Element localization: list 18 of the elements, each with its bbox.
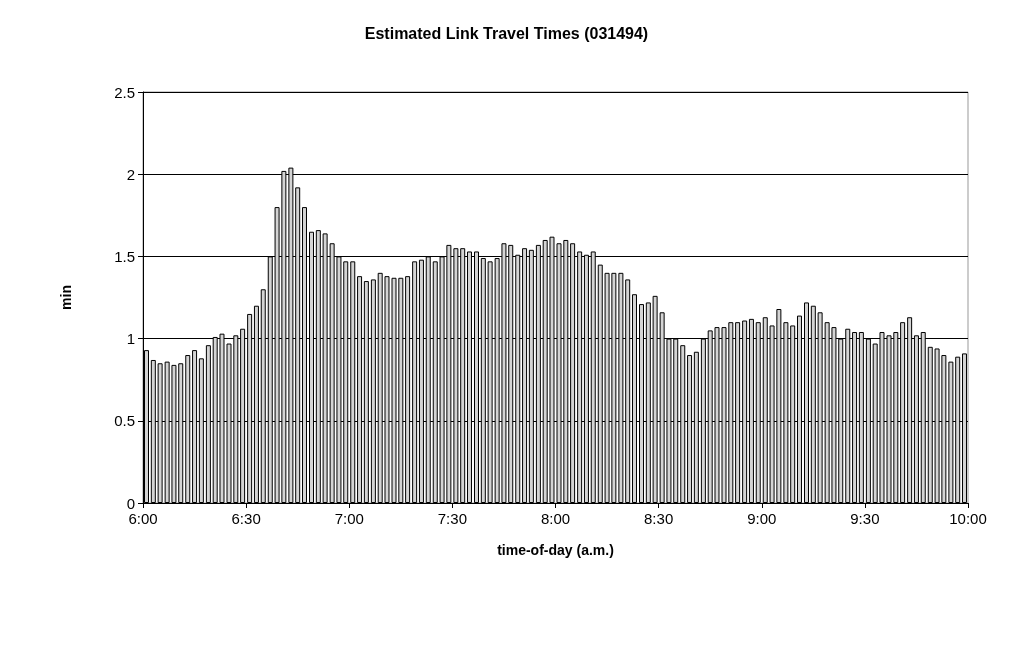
y-tick-label: 1.5 (114, 247, 135, 265)
x-tick-label: 7:00 (334, 510, 364, 527)
x-tick-label: 7:30 (437, 510, 467, 527)
x-tick-label: 9:30 (850, 510, 880, 527)
y-tick-label: 0.5 (114, 412, 135, 430)
chart-title: Estimated Link Travel Times (031494) (364, 24, 649, 42)
x-tick-label: 10:00 (949, 510, 987, 527)
x-tick-label: 8:30 (644, 510, 674, 527)
y-tick-label: 2.5 (114, 83, 135, 101)
x-tick-label: 6:00 (128, 510, 158, 527)
y-tick-label: 0 (126, 494, 135, 512)
x-tick-label: 8:00 (540, 510, 571, 527)
x-axis-title: time-of-day (a.m.) (497, 542, 614, 558)
y-axis-title: min (58, 285, 74, 310)
x-tick-label: 9:00 (747, 510, 777, 527)
x-tick-label: 6:30 (231, 510, 261, 527)
y-tick-label: 1 (126, 330, 135, 348)
y-tick-label: 2 (126, 165, 135, 183)
